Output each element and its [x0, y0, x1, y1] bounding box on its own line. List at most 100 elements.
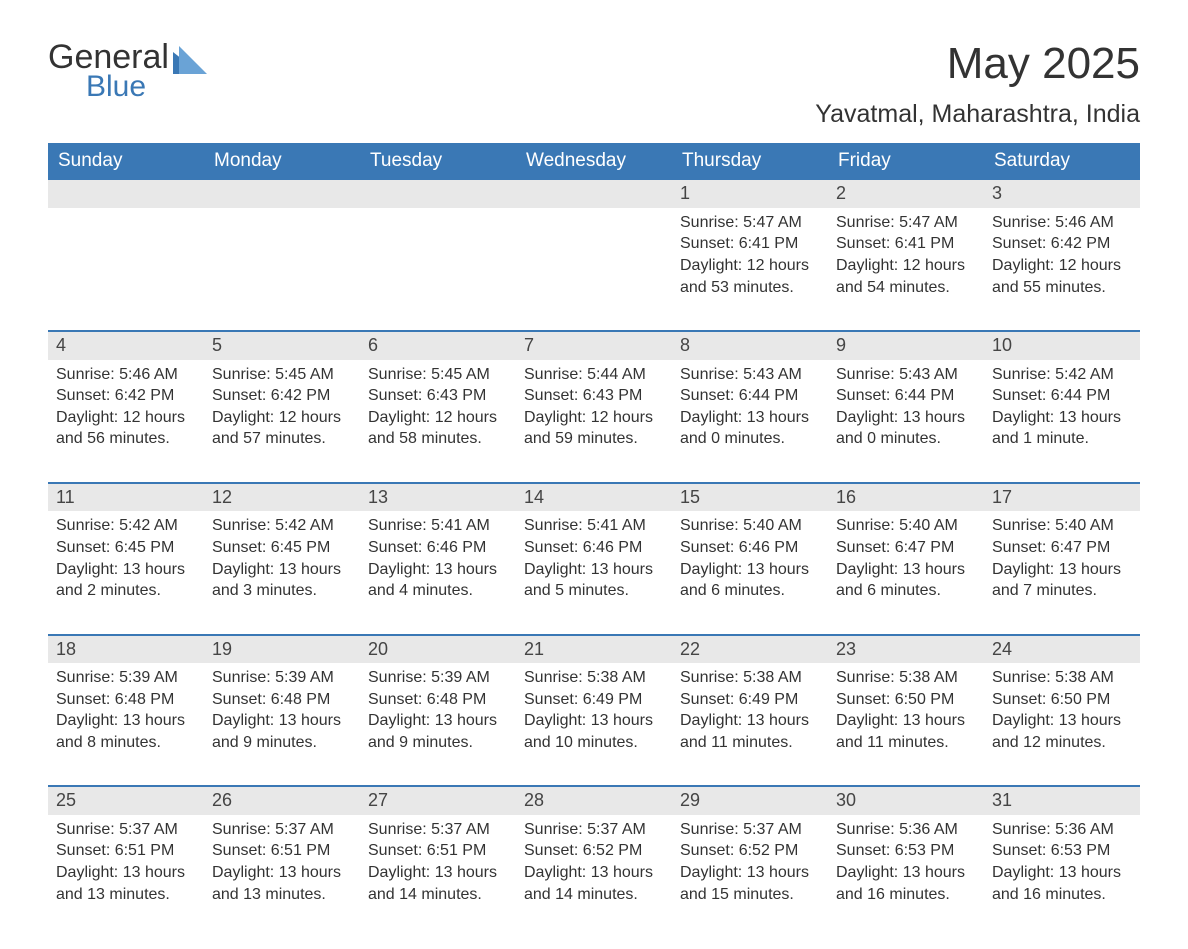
day-body: Sunrise: 5:39 AMSunset: 6:48 PMDaylight:…	[204, 663, 360, 785]
daylight-line: Daylight: 13 hours and 8 minutes.	[56, 710, 196, 753]
sunset-line: Sunset: 6:42 PM	[212, 385, 352, 407]
sunrise-line: Sunrise: 5:37 AM	[368, 819, 508, 841]
day-number: 3	[984, 180, 1140, 207]
day-cell: 24Sunrise: 5:38 AMSunset: 6:50 PMDayligh…	[984, 635, 1140, 787]
logo: General Blue	[48, 40, 207, 104]
sunset-line: Sunset: 6:53 PM	[836, 840, 976, 862]
sunset-line: Sunset: 6:48 PM	[212, 689, 352, 711]
sunset-line: Sunset: 6:46 PM	[680, 537, 820, 559]
day-cell: 3Sunrise: 5:46 AMSunset: 6:42 PMDaylight…	[984, 179, 1140, 331]
sunset-line: Sunset: 6:47 PM	[992, 537, 1132, 559]
sunrise-line: Sunrise: 5:37 AM	[56, 819, 196, 841]
sunrise-line: Sunrise: 5:39 AM	[368, 667, 508, 689]
dow-sunday: Sunday	[48, 144, 204, 180]
daylight-line: Daylight: 13 hours and 13 minutes.	[212, 862, 352, 905]
sunrise-line: Sunrise: 5:37 AM	[524, 819, 664, 841]
sunrise-line: Sunrise: 5:45 AM	[368, 364, 508, 386]
day-body: Sunrise: 5:37 AMSunset: 6:52 PMDaylight:…	[516, 815, 672, 909]
sunset-line: Sunset: 6:52 PM	[524, 840, 664, 862]
day-number: 22	[672, 636, 828, 663]
day-cell: 16Sunrise: 5:40 AMSunset: 6:47 PMDayligh…	[828, 483, 984, 635]
daylight-line: Daylight: 13 hours and 0 minutes.	[836, 407, 976, 450]
day-number: 12	[204, 484, 360, 511]
day-number: 5	[204, 332, 360, 359]
day-body: Sunrise: 5:40 AMSunset: 6:46 PMDaylight:…	[672, 511, 828, 633]
daylight-line: Daylight: 12 hours and 54 minutes.	[836, 255, 976, 298]
day-number: 13	[360, 484, 516, 511]
day-number: 28	[516, 787, 672, 814]
day-body	[48, 208, 204, 318]
day-number: 21	[516, 636, 672, 663]
daylight-line: Daylight: 13 hours and 3 minutes.	[212, 559, 352, 602]
daylight-line: Daylight: 13 hours and 7 minutes.	[992, 559, 1132, 602]
daylight-line: Daylight: 13 hours and 14 minutes.	[524, 862, 664, 905]
daylight-line: Daylight: 12 hours and 56 minutes.	[56, 407, 196, 450]
dow-wednesday: Wednesday	[516, 144, 672, 180]
daylight-line: Daylight: 13 hours and 9 minutes.	[368, 710, 508, 753]
day-body: Sunrise: 5:41 AMSunset: 6:46 PMDaylight:…	[360, 511, 516, 633]
sunset-line: Sunset: 6:51 PM	[368, 840, 508, 862]
day-number	[516, 180, 672, 207]
day-number: 6	[360, 332, 516, 359]
day-cell: 20Sunrise: 5:39 AMSunset: 6:48 PMDayligh…	[360, 635, 516, 787]
sunset-line: Sunset: 6:45 PM	[212, 537, 352, 559]
sunset-line: Sunset: 6:46 PM	[524, 537, 664, 559]
title-block: May 2025 Yavatmal, Maharashtra, India	[815, 40, 1140, 139]
dow-friday: Friday	[828, 144, 984, 180]
day-number: 7	[516, 332, 672, 359]
day-cell: 28Sunrise: 5:37 AMSunset: 6:52 PMDayligh…	[516, 786, 672, 909]
daylight-line: Daylight: 12 hours and 58 minutes.	[368, 407, 508, 450]
sunrise-line: Sunrise: 5:38 AM	[836, 667, 976, 689]
sunset-line: Sunset: 6:46 PM	[368, 537, 508, 559]
day-cell: 29Sunrise: 5:37 AMSunset: 6:52 PMDayligh…	[672, 786, 828, 909]
day-number: 1	[672, 180, 828, 207]
daylight-line: Daylight: 13 hours and 1 minute.	[992, 407, 1132, 450]
day-body	[204, 208, 360, 318]
sunset-line: Sunset: 6:48 PM	[56, 689, 196, 711]
day-body: Sunrise: 5:36 AMSunset: 6:53 PMDaylight:…	[828, 815, 984, 909]
daylight-line: Daylight: 12 hours and 57 minutes.	[212, 407, 352, 450]
daylight-line: Daylight: 12 hours and 55 minutes.	[992, 255, 1132, 298]
day-number	[48, 180, 204, 207]
sunset-line: Sunset: 6:43 PM	[524, 385, 664, 407]
sunset-line: Sunset: 6:42 PM	[56, 385, 196, 407]
day-cell: 9Sunrise: 5:43 AMSunset: 6:44 PMDaylight…	[828, 331, 984, 483]
day-body: Sunrise: 5:38 AMSunset: 6:49 PMDaylight:…	[516, 663, 672, 785]
daylight-line: Daylight: 13 hours and 13 minutes.	[56, 862, 196, 905]
day-body: Sunrise: 5:37 AMSunset: 6:51 PMDaylight:…	[204, 815, 360, 909]
day-body: Sunrise: 5:43 AMSunset: 6:44 PMDaylight:…	[672, 360, 828, 482]
day-body: Sunrise: 5:38 AMSunset: 6:49 PMDaylight:…	[672, 663, 828, 785]
day-body: Sunrise: 5:43 AMSunset: 6:44 PMDaylight:…	[828, 360, 984, 482]
day-body: Sunrise: 5:39 AMSunset: 6:48 PMDaylight:…	[360, 663, 516, 785]
daylight-line: Daylight: 13 hours and 14 minutes.	[368, 862, 508, 905]
day-number: 14	[516, 484, 672, 511]
day-body: Sunrise: 5:46 AMSunset: 6:42 PMDaylight:…	[984, 208, 1140, 330]
day-cell: 14Sunrise: 5:41 AMSunset: 6:46 PMDayligh…	[516, 483, 672, 635]
day-body: Sunrise: 5:40 AMSunset: 6:47 PMDaylight:…	[984, 511, 1140, 633]
day-number: 16	[828, 484, 984, 511]
sunrise-line: Sunrise: 5:46 AM	[992, 212, 1132, 234]
sunrise-line: Sunrise: 5:43 AM	[836, 364, 976, 386]
sunset-line: Sunset: 6:47 PM	[836, 537, 976, 559]
sunset-line: Sunset: 6:43 PM	[368, 385, 508, 407]
day-cell: 21Sunrise: 5:38 AMSunset: 6:49 PMDayligh…	[516, 635, 672, 787]
daylight-line: Daylight: 13 hours and 16 minutes.	[992, 862, 1132, 905]
day-number: 31	[984, 787, 1140, 814]
sunset-line: Sunset: 6:50 PM	[992, 689, 1132, 711]
day-body: Sunrise: 5:44 AMSunset: 6:43 PMDaylight:…	[516, 360, 672, 482]
sunset-line: Sunset: 6:44 PM	[992, 385, 1132, 407]
dow-monday: Monday	[204, 144, 360, 180]
sunset-line: Sunset: 6:52 PM	[680, 840, 820, 862]
logo-triangle-icon	[173, 46, 207, 74]
day-cell-empty	[204, 179, 360, 331]
day-number: 25	[48, 787, 204, 814]
day-body: Sunrise: 5:41 AMSunset: 6:46 PMDaylight:…	[516, 511, 672, 633]
dow-row: SundayMondayTuesdayWednesdayThursdayFrid…	[48, 144, 1140, 180]
day-cell-empty	[360, 179, 516, 331]
sunrise-line: Sunrise: 5:45 AM	[212, 364, 352, 386]
daylight-line: Daylight: 13 hours and 5 minutes.	[524, 559, 664, 602]
daylight-line: Daylight: 12 hours and 53 minutes.	[680, 255, 820, 298]
sunrise-line: Sunrise: 5:41 AM	[368, 515, 508, 537]
day-cell: 10Sunrise: 5:42 AMSunset: 6:44 PMDayligh…	[984, 331, 1140, 483]
header: General Blue May 2025 Yavatmal, Maharash…	[48, 40, 1140, 139]
